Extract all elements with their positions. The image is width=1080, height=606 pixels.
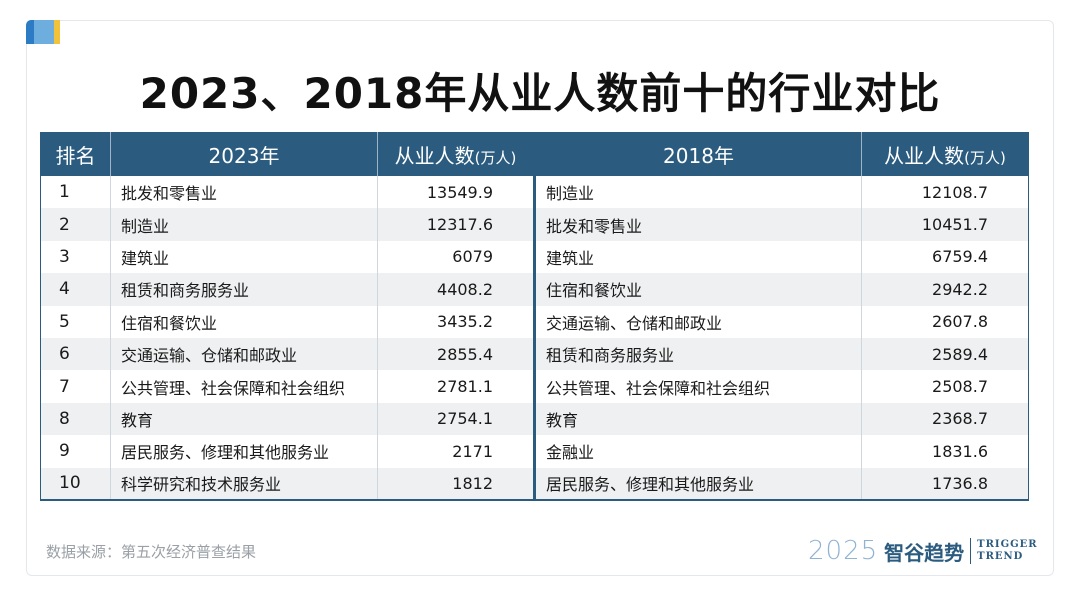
cell-rank: 3	[40, 240, 111, 274]
table-row: 5 住宿和餐饮业 3435.2 交通运输、仓储和邮政业 2607.8	[40, 305, 1029, 338]
cell-rank: 10	[40, 467, 111, 501]
cell-rank: 8	[40, 402, 111, 436]
cell-industry-2023: 批发和零售业	[110, 176, 378, 209]
header-count-2018-label: 从业人数	[884, 143, 965, 168]
cell-industry-2023: 科学研究和技术服务业	[110, 467, 378, 501]
brand-year: 2025	[808, 536, 879, 566]
header-count-2023: 从业人数(万人)	[377, 132, 536, 176]
cell-industry-2023: 交通运输、仓储和邮政业	[110, 337, 378, 371]
cell-industry-2023: 公共管理、社会保障和社会组织	[110, 370, 378, 403]
table-row: 2 制造业 12317.6 批发和零售业 10451.7	[40, 208, 1029, 241]
table-row: 1 批发和零售业 13549.9 制造业 12108.7	[40, 176, 1029, 209]
header-year-2023: 2023年	[110, 132, 378, 176]
cell-industry-2023: 租赁和商务服务业	[110, 273, 378, 306]
table-row: 4 租赁和商务服务业 4408.2 住宿和餐饮业 2942.2	[40, 273, 1029, 306]
cell-value-2023: 13549.9	[377, 176, 536, 209]
cell-value-2023: 3435.2	[377, 305, 536, 338]
cell-value-2018: 2589.4	[861, 337, 1029, 371]
cell-industry-2023: 住宿和餐饮业	[110, 305, 378, 338]
cell-rank: 2	[40, 208, 111, 241]
cell-rank: 6	[40, 337, 111, 371]
cell-value-2018: 10451.7	[861, 208, 1029, 241]
cell-value-2018: 12108.7	[921, 182, 988, 202]
table-row: 9 居民服务、修理和其他服务业 2171 金融业 1831.6	[40, 435, 1029, 468]
accent-block-light	[34, 20, 54, 44]
brand-name: 智谷趋势	[884, 540, 965, 565]
cell-value-2023: 2781.1	[377, 370, 536, 403]
cell-industry-2018: 住宿和餐饮业	[534, 273, 862, 306]
cell-industry-2018: 教育	[534, 402, 862, 436]
cell-value-2023: 2754.1	[377, 402, 536, 436]
header-count-2018: 从业人数(万人)	[861, 132, 1029, 176]
comparison-table: 排名 2023年 从业人数(万人) 2018年 从业人数(万人) 1 批发和零售…	[40, 132, 1029, 501]
cell-industry-2018: 居民服务、修理和其他服务业	[534, 467, 862, 501]
table-row: 3 建筑业 6079 建筑业 6759.4	[40, 240, 1029, 274]
cell-value-2018: 2607.8	[932, 312, 988, 332]
header-count-2023-unit: (万人)	[474, 148, 517, 167]
table-row: 7 公共管理、社会保障和社会组织 2781.1 公共管理、社会保障和社会组织 2…	[40, 370, 1029, 403]
cell-value-2018: 1736.8	[861, 467, 1029, 501]
cell-value-2018: 2368.7	[861, 402, 1029, 436]
cell-value-2023: 2855.4	[377, 337, 536, 371]
accent-block-dark	[26, 20, 34, 44]
brand-divider	[970, 538, 972, 564]
cell-value-2023: 6079	[377, 240, 536, 274]
brand-english: TRIGGER TREND	[977, 539, 1037, 563]
cell-industry-2018: 交通运输、仓储和邮政业	[534, 305, 862, 338]
table-row: 10 科学研究和技术服务业 1812 居民服务、修理和其他服务业 1736.8	[40, 467, 1029, 501]
table-body: 1 批发和零售业 13549.9 制造业 12108.7 2 制造业 12317…	[40, 176, 1029, 501]
cell-rank: 1	[40, 176, 111, 209]
header-year-2018: 2018年	[534, 132, 862, 176]
brand-logo: 2025 智谷趋势 TRIGGER TREND	[808, 534, 1038, 568]
cell-rank: 7	[40, 370, 111, 403]
cell-value-2018: 2508.7	[932, 377, 988, 397]
cell-industry-2018: 金融业	[534, 435, 862, 468]
table-header-row: 排名 2023年 从业人数(万人) 2018年 从业人数(万人)	[40, 132, 1029, 176]
cell-value-2023: 4408.2	[377, 273, 536, 306]
cell-value-2018: 1831.6	[932, 441, 988, 461]
cell-industry-2018: 租赁和商务服务业	[534, 337, 862, 371]
header-rank: 排名	[40, 132, 111, 176]
cell-industry-2023: 制造业	[110, 208, 378, 241]
accent-block-yellow	[54, 20, 60, 44]
cell-industry-2023: 建筑业	[110, 240, 378, 274]
table-row: 6 交通运输、仓储和邮政业 2855.4 租赁和商务服务业 2589.4	[40, 337, 1029, 371]
header-count-2018-unit: (万人)	[964, 148, 1006, 167]
cell-value-2023: 2171	[377, 435, 536, 468]
header-count-2023-label: 从业人数	[394, 143, 475, 168]
cell-rank: 4	[40, 273, 111, 306]
brand-english-line2: TREND	[977, 551, 1024, 562]
table-row: 8 教育 2754.1 教育 2368.7	[40, 402, 1029, 436]
cell-industry-2023: 教育	[110, 402, 378, 436]
corner-accent-decoration	[26, 20, 62, 44]
cell-rank: 9	[40, 435, 111, 468]
cell-value-2023: 12317.6	[377, 208, 536, 241]
page-title: 2023、2018年从业人数前十的行业对比	[139, 69, 941, 118]
cell-industry-2018: 制造业	[534, 176, 862, 209]
cell-value-2018: 2942.2	[861, 273, 1029, 306]
cell-rank: 5	[40, 305, 111, 338]
cell-industry-2018: 公共管理、社会保障和社会组织	[534, 370, 862, 403]
cell-value-2023: 1812	[377, 467, 536, 501]
cell-industry-2023: 居民服务、修理和其他服务业	[110, 435, 378, 468]
cell-industry-2018: 建筑业	[534, 240, 862, 274]
brand-english-line1: TRIGGER	[977, 539, 1038, 550]
data-source-note: 数据来源：第五次经济普查结果	[46, 543, 257, 561]
cell-industry-2018: 批发和零售业	[534, 208, 862, 241]
cell-value-2018: 6759.4	[932, 247, 988, 267]
